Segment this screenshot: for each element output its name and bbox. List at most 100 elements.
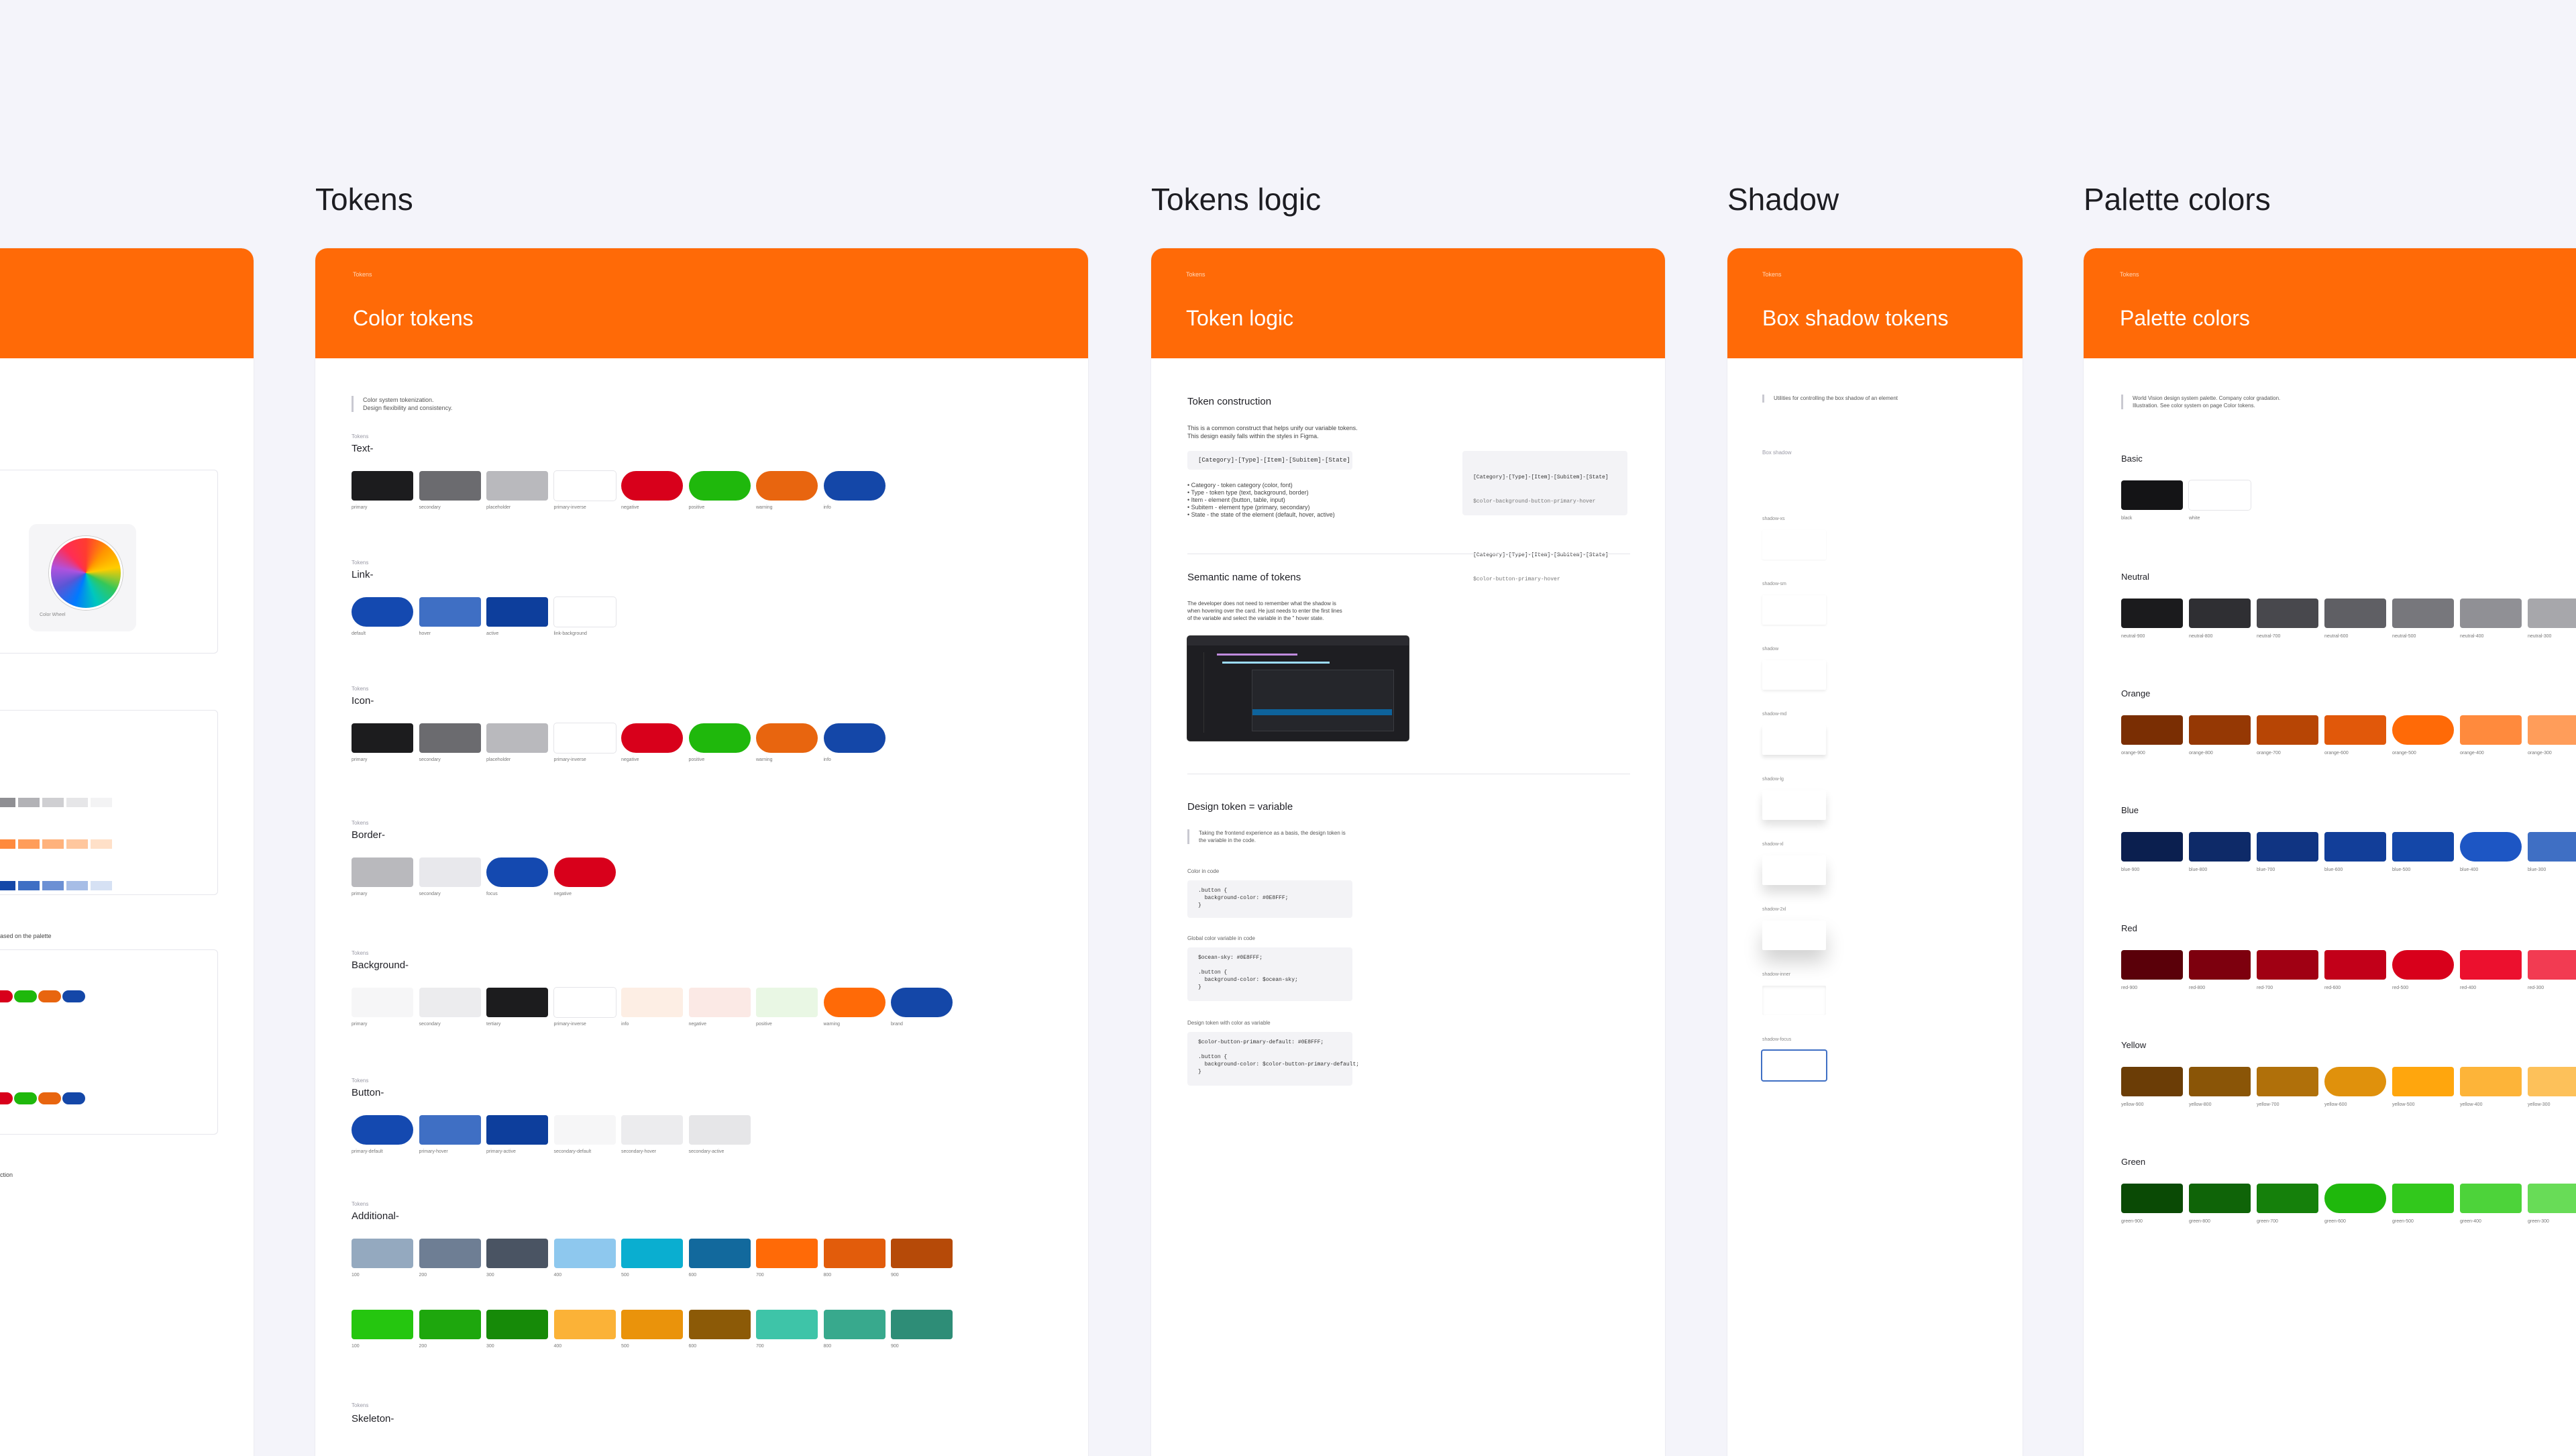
color-swatch[interactable] [352, 1239, 413, 1268]
palette-swatch[interactable] [2189, 1184, 2251, 1213]
palette-swatch[interactable] [2257, 1067, 2318, 1096]
palette-swatch[interactable] [2121, 480, 2183, 510]
color-swatch[interactable] [352, 1115, 413, 1145]
color-swatch[interactable] [621, 1115, 683, 1145]
color-swatch[interactable] [553, 471, 616, 501]
shadow-sample[interactable] [1762, 595, 1826, 625]
palette-swatch[interactable] [2121, 1184, 2183, 1213]
frame-title-tokens-logic[interactable]: Tokens logic [1151, 182, 1322, 217]
palette-swatch[interactable] [2121, 832, 2183, 862]
palette-swatch[interactable] [2324, 599, 2386, 628]
color-swatch[interactable] [486, 1310, 548, 1339]
palette-swatch[interactable] [2324, 1067, 2386, 1096]
palette-swatch[interactable] [2392, 832, 2454, 862]
color-swatch[interactable] [419, 723, 481, 753]
color-swatch[interactable] [891, 1310, 953, 1339]
color-swatch[interactable] [823, 988, 885, 1017]
color-swatch[interactable] [688, 471, 751, 501]
color-swatch[interactable] [756, 1239, 818, 1268]
palette-swatch[interactable] [2392, 950, 2454, 980]
palette-swatch[interactable] [2528, 832, 2576, 862]
color-swatch[interactable] [352, 857, 413, 887]
color-swatch[interactable] [823, 1239, 885, 1268]
color-swatch[interactable] [486, 857, 548, 887]
palette-swatch[interactable] [2121, 715, 2183, 745]
color-swatch[interactable] [891, 988, 953, 1017]
color-swatch[interactable] [688, 1115, 751, 1145]
palette-swatch[interactable] [2392, 1184, 2454, 1213]
palette-swatch[interactable] [2257, 950, 2318, 980]
frame-title-shadow[interactable]: Shadow [1727, 182, 1839, 217]
color-swatch[interactable] [621, 988, 683, 1017]
color-swatch[interactable] [756, 988, 818, 1017]
color-swatch[interactable] [553, 857, 616, 887]
palette-swatch[interactable] [2324, 1184, 2386, 1213]
color-swatch[interactable] [756, 723, 818, 753]
shadow-sample[interactable] [1762, 725, 1826, 755]
palette-swatch[interactable] [2189, 599, 2251, 628]
palette-swatch[interactable] [2257, 1184, 2318, 1213]
color-swatch[interactable] [621, 1310, 683, 1339]
palette-swatch[interactable] [2257, 715, 2318, 745]
palette-swatch[interactable] [2189, 1067, 2251, 1096]
color-swatch[interactable] [621, 471, 683, 501]
palette-swatch[interactable] [2392, 599, 2454, 628]
color-swatch[interactable] [688, 1239, 751, 1268]
palette-swatch[interactable] [2528, 715, 2576, 745]
color-swatch[interactable] [352, 1310, 413, 1339]
color-swatch[interactable] [756, 471, 818, 501]
shadow-sample[interactable] [1762, 1051, 1826, 1080]
palette-swatch[interactable] [2324, 832, 2386, 862]
palette-swatch[interactable] [2189, 480, 2251, 510]
color-swatch[interactable] [419, 1239, 481, 1268]
palette-swatch[interactable] [2121, 599, 2183, 628]
color-swatch[interactable] [553, 723, 616, 753]
palette-swatch[interactable] [2528, 1067, 2576, 1096]
palette-swatch[interactable] [2460, 1184, 2522, 1213]
color-swatch[interactable] [823, 471, 885, 501]
color-swatch[interactable] [486, 723, 548, 753]
frame-title-tokens[interactable]: Tokens [315, 182, 413, 217]
color-swatch[interactable] [486, 597, 548, 627]
palette-swatch[interactable] [2257, 832, 2318, 862]
color-swatch[interactable] [352, 597, 413, 627]
shadow-sample[interactable] [1762, 986, 1826, 1015]
palette-swatch[interactable] [2189, 950, 2251, 980]
color-swatch[interactable] [891, 1239, 953, 1268]
palette-swatch[interactable] [2460, 1067, 2522, 1096]
color-swatch[interactable] [621, 723, 683, 753]
palette-swatch[interactable] [2324, 950, 2386, 980]
color-swatch[interactable] [621, 1239, 683, 1268]
color-swatch[interactable] [419, 857, 481, 887]
color-swatch[interactable] [419, 471, 481, 501]
color-swatch[interactable] [553, 1115, 616, 1145]
palette-swatch[interactable] [2528, 1184, 2576, 1213]
palette-swatch[interactable] [2392, 715, 2454, 745]
shadow-sample[interactable] [1762, 790, 1826, 820]
palette-swatch[interactable] [2528, 950, 2576, 980]
palette-swatch[interactable] [2257, 599, 2318, 628]
color-swatch[interactable] [553, 597, 616, 627]
frame-title-palette[interactable]: Palette colors [2084, 182, 2271, 217]
shadow-sample[interactable] [1762, 921, 1826, 950]
palette-swatch[interactable] [2460, 599, 2522, 628]
color-swatch[interactable] [486, 1239, 548, 1268]
color-swatch[interactable] [756, 1310, 818, 1339]
shadow-sample[interactable] [1762, 660, 1826, 690]
color-swatch[interactable] [352, 723, 413, 753]
color-swatch[interactable] [553, 988, 616, 1017]
color-swatch[interactable] [553, 1239, 616, 1268]
color-swatch[interactable] [823, 723, 885, 753]
shadow-sample[interactable] [1762, 855, 1826, 885]
color-swatch[interactable] [419, 597, 481, 627]
color-swatch[interactable] [688, 1310, 751, 1339]
color-swatch[interactable] [486, 1115, 548, 1145]
palette-swatch[interactable] [2460, 715, 2522, 745]
color-swatch[interactable] [419, 988, 481, 1017]
palette-swatch[interactable] [2189, 715, 2251, 745]
palette-swatch[interactable] [2528, 599, 2576, 628]
palette-swatch[interactable] [2392, 1067, 2454, 1096]
color-swatch[interactable] [486, 471, 548, 501]
color-swatch[interactable] [688, 988, 751, 1017]
palette-swatch[interactable] [2324, 715, 2386, 745]
